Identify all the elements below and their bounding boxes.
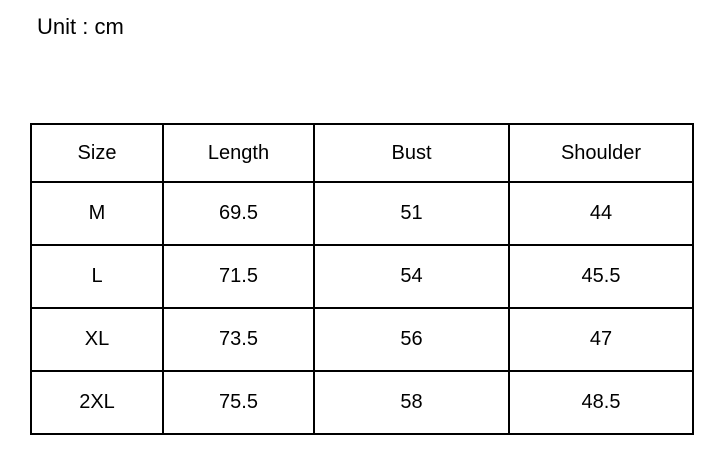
size-chart-table: Size Length Bust Shoulder M 69.5 51 44 L… bbox=[30, 123, 694, 435]
unit-label: Unit : cm bbox=[37, 14, 124, 39]
table-row-xl: XL 73.5 56 47 bbox=[30, 307, 694, 372]
cell-shoulder: 48.5 bbox=[508, 370, 694, 435]
cell-bust: 58 bbox=[313, 370, 510, 435]
table-row-2xl: 2XL 75.5 58 48.5 bbox=[30, 370, 694, 435]
cell-shoulder: 44 bbox=[508, 181, 694, 246]
cell-size: L bbox=[30, 244, 164, 309]
table-row-m: M 69.5 51 44 bbox=[30, 181, 694, 246]
column-header-length: Length bbox=[162, 123, 315, 183]
column-header-bust: Bust bbox=[313, 123, 510, 183]
cell-bust: 54 bbox=[313, 244, 510, 309]
cell-size: XL bbox=[30, 307, 164, 372]
cell-length: 75.5 bbox=[162, 370, 315, 435]
table-row-l: L 71.5 54 45.5 bbox=[30, 244, 694, 309]
cell-size: 2XL bbox=[30, 370, 164, 435]
cell-length: 71.5 bbox=[162, 244, 315, 309]
cell-shoulder: 45.5 bbox=[508, 244, 694, 309]
cell-length: 73.5 bbox=[162, 307, 315, 372]
table-header-row: Size Length Bust Shoulder bbox=[30, 123, 694, 183]
column-header-size: Size bbox=[30, 123, 164, 183]
cell-shoulder: 47 bbox=[508, 307, 694, 372]
cell-length: 69.5 bbox=[162, 181, 315, 246]
cell-size: M bbox=[30, 181, 164, 246]
cell-bust: 56 bbox=[313, 307, 510, 372]
column-header-shoulder: Shoulder bbox=[508, 123, 694, 183]
cell-bust: 51 bbox=[313, 181, 510, 246]
